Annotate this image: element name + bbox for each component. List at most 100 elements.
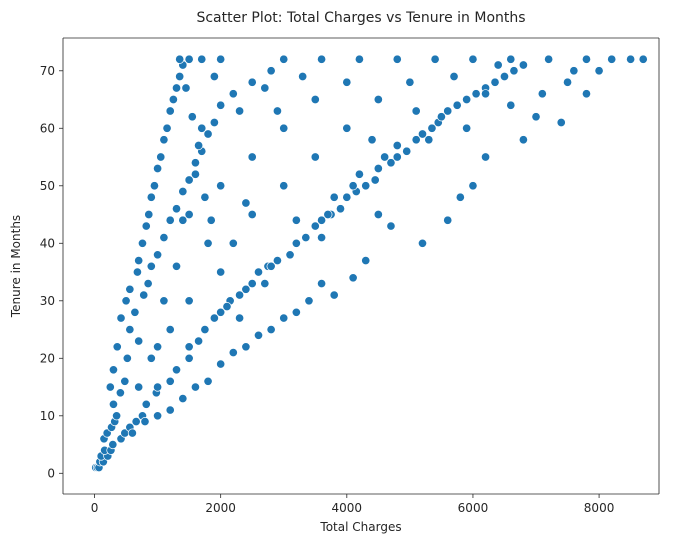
data-point (194, 140, 204, 151)
data-point (125, 324, 135, 335)
x-tick-label: 0 (91, 501, 99, 515)
data-point (203, 129, 213, 139)
data-point (370, 175, 380, 185)
data-point (165, 376, 175, 386)
data-point (108, 365, 119, 375)
data-point (260, 83, 270, 93)
data-point (291, 238, 301, 248)
data-point (141, 221, 151, 231)
data-point (569, 66, 579, 76)
data-point (156, 152, 166, 162)
data-point (108, 439, 118, 450)
data-point (373, 94, 383, 105)
data-point (162, 123, 172, 133)
data-point (266, 66, 276, 76)
data-point (209, 117, 219, 128)
data-point (310, 152, 320, 162)
data-point (354, 54, 364, 64)
data-point (241, 342, 251, 352)
data-point (175, 54, 185, 64)
data-point (241, 284, 251, 294)
data-point (471, 89, 481, 99)
data-point (141, 399, 151, 409)
data-point (171, 261, 182, 271)
data-point (216, 267, 226, 277)
data-point (481, 89, 491, 99)
data-point (392, 140, 402, 151)
data-point (228, 347, 238, 358)
data-point (481, 152, 491, 162)
data-point (190, 169, 200, 179)
data-point (197, 54, 207, 64)
data-point (134, 336, 144, 346)
points-layer (91, 54, 648, 473)
data-point (348, 273, 358, 283)
data-point (131, 416, 141, 427)
chart-title: Scatter Plot: Total Charges vs Tenure in… (196, 10, 525, 26)
y-tick-label: 0 (47, 466, 55, 480)
data-point (317, 278, 327, 289)
data-point (638, 54, 648, 64)
data-point (187, 112, 197, 122)
data-point (411, 106, 421, 116)
data-point (171, 204, 182, 214)
data-point (430, 54, 440, 64)
plot-area (63, 38, 659, 494)
data-point (455, 192, 465, 202)
data-point (153, 163, 163, 174)
data-point (436, 112, 446, 122)
data-point (279, 181, 289, 191)
data-point (235, 106, 245, 116)
data-point (247, 209, 257, 220)
y-tick-label: 60 (40, 121, 55, 135)
data-point (171, 83, 182, 93)
data-point (380, 152, 390, 162)
data-point (209, 313, 219, 323)
y-tick-label: 30 (40, 294, 55, 308)
data-point (247, 278, 257, 289)
data-point (149, 181, 159, 191)
data-point (178, 186, 188, 197)
data-point (194, 336, 204, 346)
data-point (120, 376, 130, 386)
data-point (125, 284, 135, 294)
data-point (184, 353, 194, 363)
data-point (134, 382, 144, 392)
data-point (139, 290, 149, 300)
data-point (247, 77, 257, 87)
data-point (373, 163, 383, 174)
data-point (197, 123, 207, 133)
data-point (462, 94, 472, 105)
data-point (235, 290, 245, 300)
data-point (168, 94, 178, 105)
data-point (222, 301, 232, 312)
data-point (443, 106, 453, 116)
data-point (323, 209, 333, 220)
data-point (241, 198, 251, 208)
data-point (209, 71, 219, 82)
data-point (361, 181, 371, 191)
y-axis-title: Tenure in Months (9, 215, 23, 318)
y-tick-label: 50 (40, 179, 55, 193)
data-point (405, 77, 415, 87)
data-point (216, 307, 226, 317)
data-point (354, 169, 364, 179)
data-point (159, 296, 169, 306)
data-point (544, 54, 554, 64)
data-point (518, 60, 528, 70)
data-point (184, 54, 194, 64)
data-point (417, 129, 428, 139)
data-point (342, 77, 352, 87)
y-tick-label: 20 (40, 351, 55, 365)
y-tick-label: 10 (40, 409, 55, 423)
data-point (342, 123, 352, 133)
data-point (178, 393, 188, 404)
data-point (153, 342, 163, 352)
data-point (562, 77, 573, 87)
data-point (285, 250, 295, 260)
data-point (310, 94, 320, 105)
data-point (317, 215, 327, 225)
data-point (178, 215, 188, 225)
data-point (200, 324, 210, 335)
